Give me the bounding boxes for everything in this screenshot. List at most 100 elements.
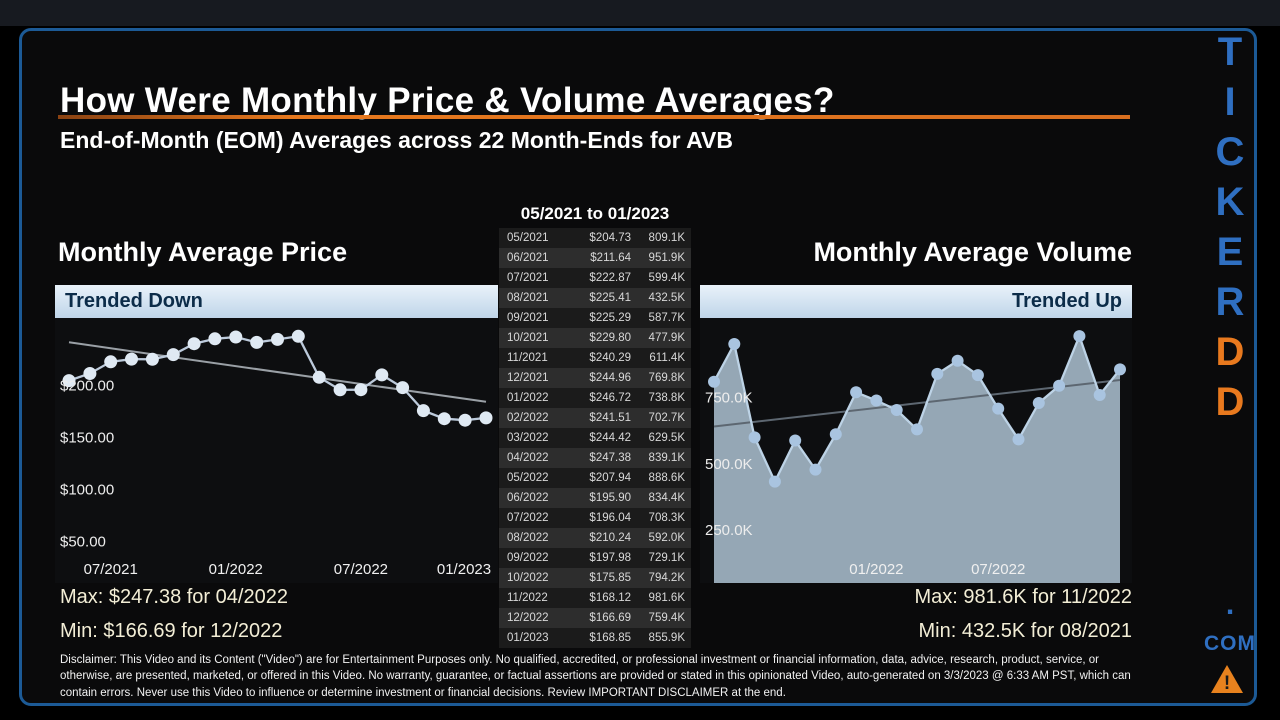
table-cell-volume: 708.3K: [648, 512, 685, 524]
table-row: 06/2022 $195.90 834.4K: [499, 488, 691, 508]
table-row: 01/2023 $168.85 855.9K: [499, 628, 691, 648]
table-cell-volume: 432.5K: [648, 292, 685, 304]
table-cell-volume: 477.9K: [648, 332, 685, 344]
table-cell-date: 02/2022: [507, 412, 549, 424]
table-cell-volume: 738.8K: [648, 392, 685, 404]
price-trend-banner: Trended Down: [55, 285, 498, 318]
table-cell-price: $211.64: [590, 252, 631, 264]
table-cell-price: $168.12: [589, 592, 631, 604]
table-cell-price: $225.41: [589, 292, 631, 304]
svg-text:!: !: [1224, 673, 1230, 694]
table-cell-price: $175.85: [589, 572, 631, 584]
table-row: 03/2022 $244.42 629.5K: [499, 428, 691, 448]
brand-letter: T: [1217, 30, 1243, 74]
table-cell-date: 09/2021: [507, 312, 549, 324]
table-cell-price: $244.96: [589, 372, 631, 384]
brand-dot: .: [1225, 588, 1235, 621]
volume-chart-title: Monthly Average Volume: [813, 237, 1132, 267]
brand-suffix: COM: [1204, 632, 1256, 655]
table-row: 09/2022 $197.98 729.1K: [499, 548, 691, 568]
table-cell-date: 08/2022: [507, 532, 549, 544]
table-row: 02/2022 $241.51 702.7K: [499, 408, 691, 428]
table-cell-price: $225.29: [589, 312, 631, 324]
volume-trend-banner: Trended Up: [700, 285, 1132, 318]
brand-letter: D: [1215, 380, 1245, 424]
table-cell-volume: 729.1K: [648, 552, 685, 564]
table-cell-date: 01/2022: [507, 392, 549, 404]
orange-divider: [58, 115, 1130, 119]
svg-text:01/2022: 01/2022: [209, 561, 263, 578]
table-row: 09/2021 $225.29 587.7K: [499, 308, 691, 328]
svg-text:250.0K: 250.0K: [705, 522, 753, 539]
table-cell-volume: 809.1K: [648, 232, 685, 244]
table-cell-volume: 702.7K: [648, 412, 685, 424]
volume-min-label: Min: 432.5K for 08/2021: [918, 620, 1132, 642]
table-cell-volume: 592.0K: [648, 532, 685, 544]
table-date-range-header: 05/2021 to 01/2023: [520, 204, 670, 223]
table-row: 11/2021 $240.29 611.4K: [499, 348, 691, 368]
price-chart: $200.00 $150.00 $100.00 $50.00 07/2021 01/202…: [55, 318, 498, 583]
table-row: 10/2022 $175.85 794.2K: [499, 568, 691, 588]
table-cell-price: $247.38: [589, 452, 631, 464]
svg-text:07/2022: 07/2022: [334, 561, 388, 578]
disclaimer-text: Disclaimer: This Video and its Content (…: [60, 654, 1131, 699]
table-cell-date: 05/2021: [507, 232, 549, 244]
table-cell-volume: 587.7K: [648, 312, 685, 324]
brand-letter: K: [1215, 180, 1245, 224]
table-row: 10/2021 $229.80 477.9K: [499, 328, 691, 348]
table-row: 06/2021 $211.64 951.9K: [499, 248, 691, 268]
brand-letter: R: [1215, 280, 1245, 324]
table-cell-date: 10/2022: [507, 572, 549, 584]
table-cell-price: $168.85: [589, 632, 631, 644]
page-subtitle: End-of-Month (EOM) Averages across 22 Mo…: [60, 127, 733, 153]
brand-letter: D: [1215, 330, 1245, 374]
table-cell-price: $244.42: [589, 432, 631, 444]
volume-chart: 750.0K 500.0K 250.0K 01/2022 07/2022: [700, 318, 1132, 583]
svg-text:500.0K: 500.0K: [705, 456, 753, 473]
svg-text:$100.00: $100.00: [60, 482, 114, 499]
table-cell-price: $222.87: [589, 272, 631, 284]
table-cell-price: $197.98: [589, 552, 631, 564]
page-title: How Were Monthly Price & Volume Averages…: [60, 81, 835, 121]
table-cell-volume: 611.4K: [649, 352, 685, 364]
table-row: 08/2022 $210.24 592.0K: [499, 528, 691, 548]
table-cell-volume: 839.1K: [648, 452, 685, 464]
table-cell-price: $204.73: [589, 232, 631, 244]
table-cell-date: 12/2022: [507, 612, 549, 624]
table-row: 07/2022 $196.04 708.3K: [499, 508, 691, 528]
volume-chart-svg: 750.0K 500.0K 250.0K 01/2022 07/2022: [705, 330, 1126, 583]
table-cell-volume: 629.5K: [648, 432, 685, 444]
svg-text:$150.00: $150.00: [60, 430, 114, 447]
table-row: 12/2021 $244.96 769.8K: [499, 368, 691, 388]
svg-text:01/2022: 01/2022: [849, 561, 903, 578]
eom-table-body: 05/2021 $204.73 809.1K 06/2021 $211.64 951.9K…: [499, 228, 691, 648]
table-row: 07/2021 $222.87 599.4K: [499, 268, 691, 288]
table-cell-date: 11/2022: [507, 592, 548, 604]
brand-letter: E: [1216, 230, 1244, 274]
table-cell-price: $166.69: [589, 612, 631, 624]
table-cell-volume: 759.4K: [648, 612, 685, 624]
table-cell-date: 06/2022: [507, 492, 549, 504]
table-row: 11/2022 $168.12 981.6K: [499, 588, 691, 608]
top-strip: [0, 0, 1280, 26]
table-cell-date: 04/2022: [507, 452, 549, 464]
price-chart-title: Monthly Average Price: [58, 237, 348, 267]
table-cell-date: 06/2021: [507, 252, 549, 264]
table-cell-price: $241.51: [589, 412, 631, 424]
brand-letter: C: [1215, 130, 1245, 174]
svg-text:$50.00: $50.00: [60, 533, 106, 550]
table-cell-price: $246.72: [589, 392, 631, 404]
table-row: 08/2021 $225.41 432.5K: [499, 288, 691, 308]
table-cell-price: $196.04: [589, 512, 631, 524]
table-cell-volume: 855.9K: [648, 632, 685, 644]
table-cell-price: $210.24: [589, 532, 631, 544]
table-cell-price: $207.94: [589, 472, 631, 484]
table-cell-date: 05/2022: [507, 472, 549, 484]
table-cell-date: 09/2022: [507, 552, 549, 564]
table-cell-volume: 834.4K: [648, 492, 685, 504]
volume-max-label: Max: 981.6K for 11/2022: [914, 586, 1132, 608]
svg-text:750.0K: 750.0K: [705, 390, 753, 407]
table-row: 01/2022 $246.72 738.8K: [499, 388, 691, 408]
table-cell-volume: 888.6K: [648, 472, 685, 484]
